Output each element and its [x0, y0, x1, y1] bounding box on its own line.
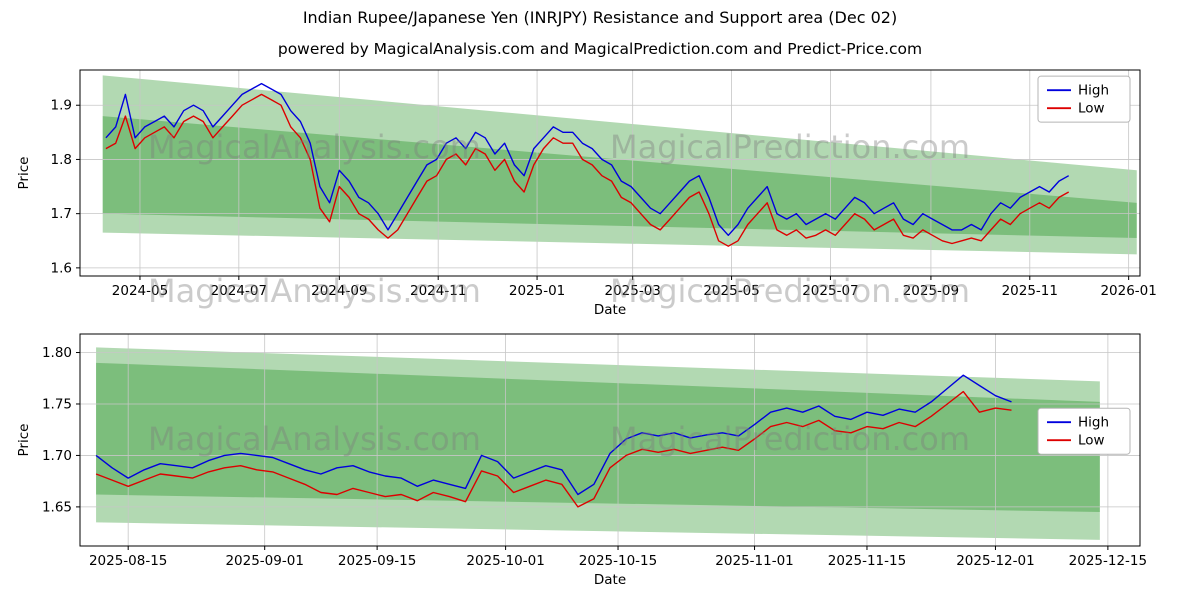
x-tick-label: 2025-12-15	[1069, 553, 1147, 569]
x-tick-label: 2024-09	[311, 283, 367, 299]
plot-frame	[79, 333, 1141, 547]
support-resistance-band	[96, 347, 1100, 513]
x-tick-label: 2025-10-01	[466, 553, 544, 569]
x-tick-label: 2026-01	[1100, 283, 1156, 299]
y-axis-label: Price	[16, 157, 32, 190]
x-tick-label: 2025-11	[1002, 283, 1058, 299]
x-tick-label: 2025-01	[509, 283, 565, 299]
support-resistance-band	[102, 75, 1137, 239]
y-tick-label: 1.65	[42, 499, 72, 515]
x-tick-label: 2025-03	[604, 283, 660, 299]
legend-high-label: High	[1078, 415, 1109, 431]
high-line	[105, 82, 1070, 237]
x-tick-label: 2025-12-01	[956, 553, 1034, 569]
plot-frame	[79, 69, 1141, 277]
legend-high-label: High	[1078, 83, 1109, 99]
x-tick-label: 2025-10-15	[579, 553, 657, 569]
x-axis-label: Date	[594, 302, 626, 318]
x-tick-label: 2025-11-01	[715, 553, 793, 569]
y-tick-label: 1.75	[42, 396, 72, 412]
price-chart-bottom: 2025-08-15 2025-09-01 2025-09-15 2025-10-01…	[16, 333, 1147, 588]
y-tick-label: 1.9	[51, 98, 72, 114]
x-tick-label: 2025-09-15	[338, 553, 416, 569]
x-tick-label: 2025-08-15	[89, 553, 167, 569]
x-tick-label: 2025-11-15	[828, 553, 906, 569]
legend-low-label: Low	[1078, 101, 1105, 117]
x-tick-label: 2024-11	[410, 283, 466, 299]
legend-box	[1037, 75, 1131, 123]
legend-box	[1037, 407, 1131, 455]
legend-low-label: Low	[1078, 433, 1105, 449]
x-axis-label: Date	[594, 572, 626, 588]
x-tick-label: 2024-07	[211, 283, 267, 299]
y-tick-label: 1.6	[51, 260, 72, 276]
x-tick-label: 2025-07	[802, 283, 858, 299]
y-tick-label: 1.7	[51, 206, 72, 222]
y-axis-label: Price	[16, 424, 32, 457]
price-chart-top: 2024-05 2024-07 2024-09 2024-11 2025-01 2025-…	[16, 69, 1157, 318]
y-tick-label: 1.80	[42, 345, 72, 361]
support-resistance-band	[96, 362, 1100, 540]
support-resistance-band	[102, 116, 1137, 255]
high-line	[95, 374, 1012, 496]
x-tick-label: 2025-09	[903, 283, 959, 299]
page-title: Indian Rupee/Japanese Yen (INRJPY) Resis…	[302, 8, 898, 27]
y-tick-label: 1.70	[42, 448, 72, 464]
page-subtitle: powered by MagicalAnalysis.com and Magic…	[277, 40, 923, 58]
x-tick-label: 2024-05	[112, 283, 168, 299]
x-tick-label: 2025-09-01	[225, 553, 303, 569]
y-tick-label: 1.8	[51, 152, 72, 168]
low-line	[95, 390, 1012, 508]
low-line	[105, 93, 1070, 247]
x-tick-label: 2025-05	[703, 283, 759, 299]
